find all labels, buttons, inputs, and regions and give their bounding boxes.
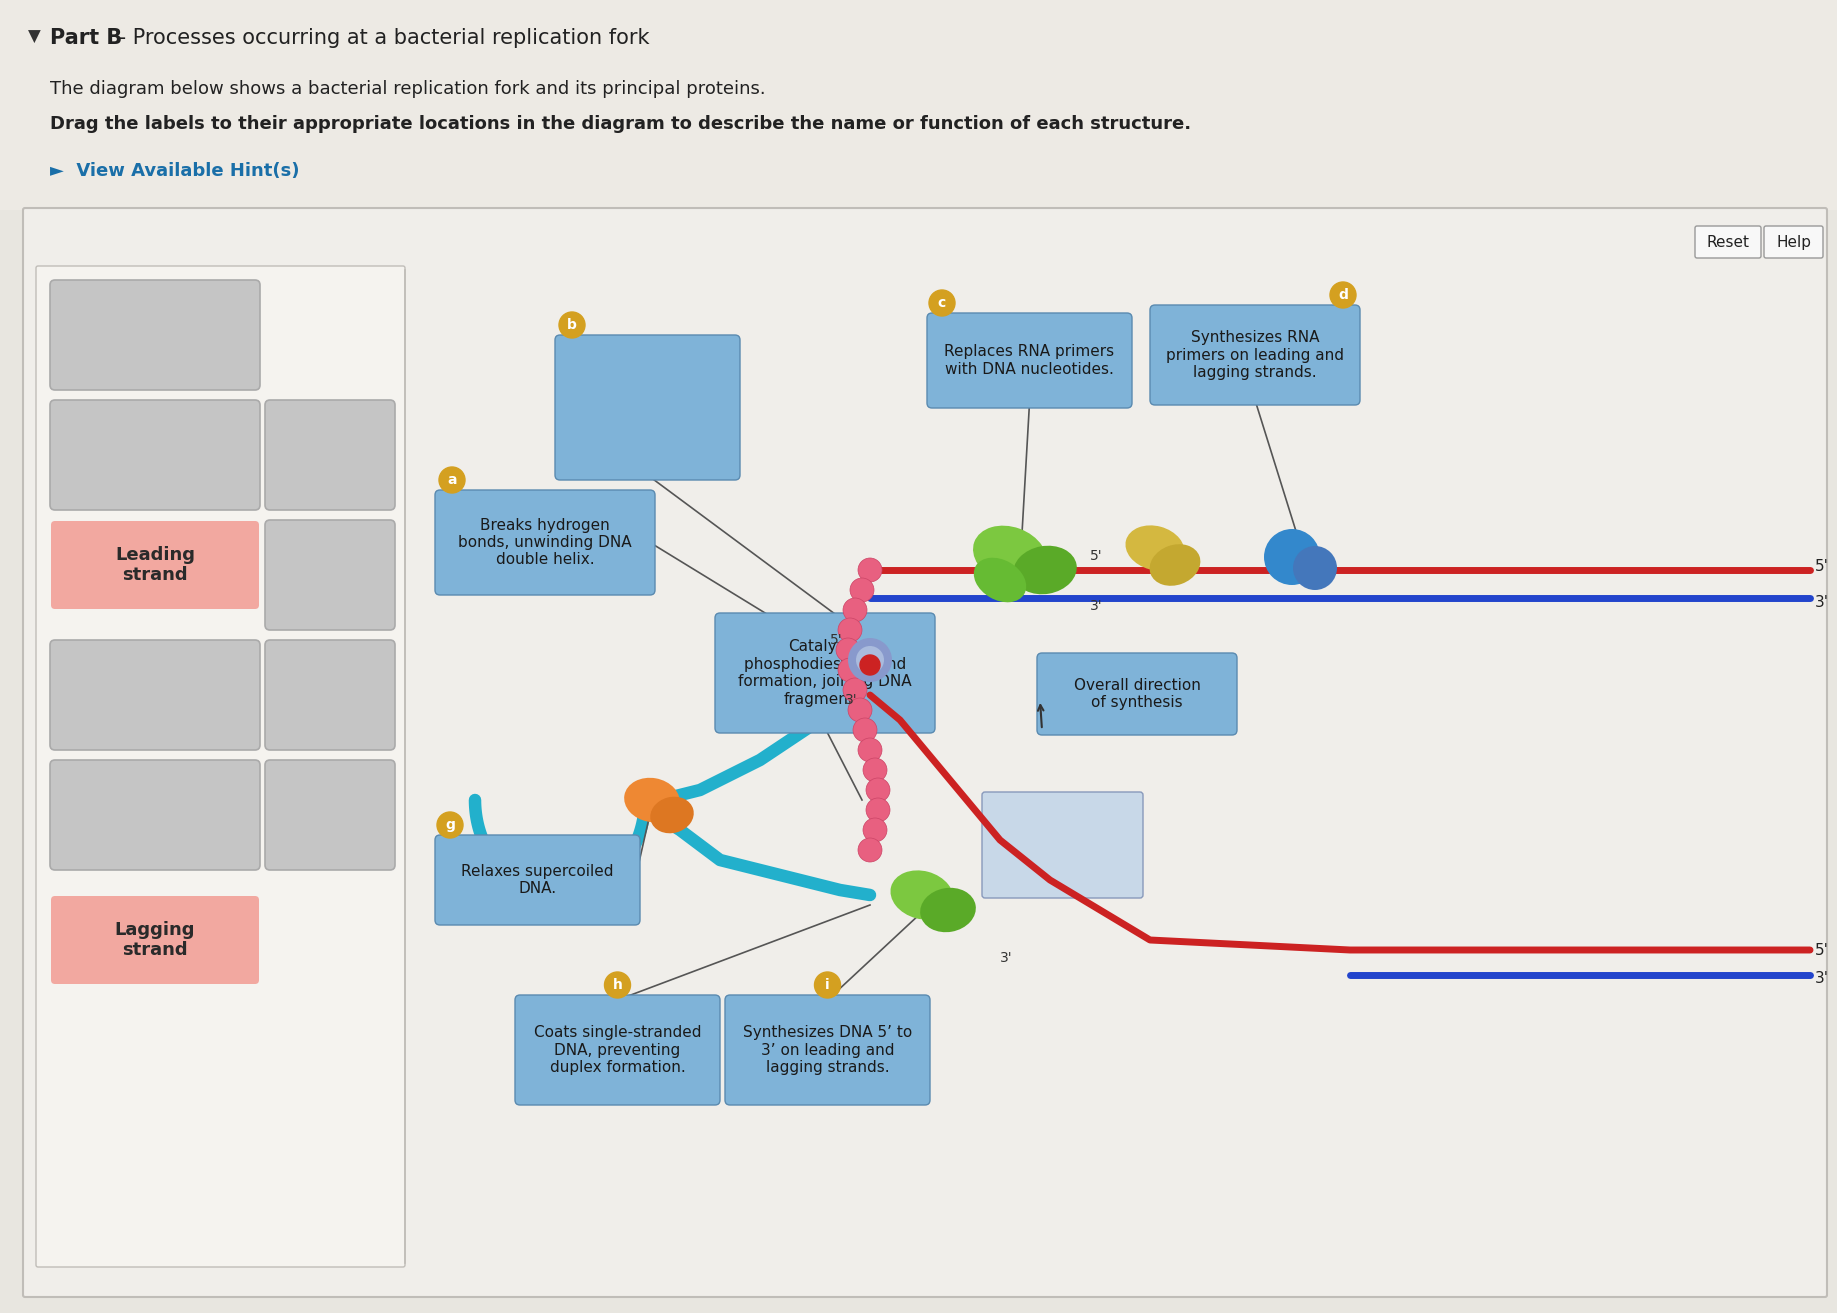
Circle shape <box>1330 282 1356 309</box>
Circle shape <box>852 718 876 742</box>
FancyBboxPatch shape <box>50 639 261 750</box>
Text: The diagram below shows a bacterial replication fork and its principal proteins.: The diagram below shows a bacterial repl… <box>50 80 766 98</box>
Text: Drag the labels to their appropriate locations in the diagram to describe the na: Drag the labels to their appropriate loc… <box>50 116 1190 133</box>
Text: h: h <box>612 978 623 993</box>
Text: 3': 3' <box>845 693 858 706</box>
Ellipse shape <box>856 646 884 674</box>
Text: Synthesizes RNA
primers on leading and
lagging strands.: Synthesizes RNA primers on leading and l… <box>1166 330 1345 379</box>
Ellipse shape <box>1014 546 1076 595</box>
Text: 3': 3' <box>1089 599 1102 613</box>
Text: 3': 3' <box>1815 970 1830 986</box>
FancyBboxPatch shape <box>555 335 740 481</box>
Text: Help: Help <box>1776 235 1811 249</box>
Circle shape <box>838 618 862 642</box>
Text: Leading
strand: Leading strand <box>116 546 195 584</box>
Text: Breaks hydrogen
bonds, unwinding DNA
double helix.: Breaks hydrogen bonds, unwinding DNA dou… <box>457 517 632 567</box>
FancyBboxPatch shape <box>726 995 930 1106</box>
FancyBboxPatch shape <box>983 792 1143 898</box>
Circle shape <box>814 972 841 998</box>
Text: Lagging
strand: Lagging strand <box>114 920 195 960</box>
Circle shape <box>558 312 584 337</box>
Ellipse shape <box>891 871 953 919</box>
Circle shape <box>843 597 867 622</box>
FancyBboxPatch shape <box>928 312 1132 408</box>
Circle shape <box>851 578 874 601</box>
Text: Catalyzes
phosphodiester bond
formation, joining DNA
fragments.: Catalyzes phosphodiester bond formation,… <box>738 639 911 706</box>
FancyBboxPatch shape <box>24 207 1828 1297</box>
Text: 3': 3' <box>999 951 1012 965</box>
FancyBboxPatch shape <box>1038 653 1236 735</box>
Circle shape <box>865 798 889 822</box>
Ellipse shape <box>920 888 975 932</box>
FancyBboxPatch shape <box>265 400 395 509</box>
Text: 5': 5' <box>1815 943 1830 957</box>
Text: - Processes occurring at a bacterial replication fork: - Processes occurring at a bacterial rep… <box>112 28 650 49</box>
Text: Overall direction
of synthesis: Overall direction of synthesis <box>1073 678 1200 710</box>
FancyBboxPatch shape <box>1696 226 1762 257</box>
FancyBboxPatch shape <box>514 995 720 1106</box>
Circle shape <box>439 467 465 492</box>
Text: Reset: Reset <box>1707 235 1749 249</box>
Text: b: b <box>568 318 577 332</box>
FancyBboxPatch shape <box>50 280 261 390</box>
Circle shape <box>863 818 887 842</box>
Text: Synthesizes DNA 5’ to
3’ on leading and
lagging strands.: Synthesizes DNA 5’ to 3’ on leading and … <box>742 1025 913 1075</box>
Ellipse shape <box>1126 525 1185 571</box>
Text: 5': 5' <box>1089 549 1102 563</box>
Circle shape <box>836 638 860 662</box>
Text: g: g <box>445 818 456 832</box>
Circle shape <box>437 811 463 838</box>
Ellipse shape <box>650 797 694 834</box>
Ellipse shape <box>625 777 680 822</box>
Text: 3': 3' <box>1815 595 1830 609</box>
Text: ▼: ▼ <box>28 28 40 46</box>
Text: ►  View Available Hint(s): ► View Available Hint(s) <box>50 161 299 180</box>
Text: Replaces RNA primers
with DNA nucleotides.: Replaces RNA primers with DNA nucleotide… <box>944 344 1115 377</box>
FancyBboxPatch shape <box>435 490 656 595</box>
FancyBboxPatch shape <box>435 835 639 924</box>
Circle shape <box>604 972 630 998</box>
FancyBboxPatch shape <box>265 639 395 750</box>
FancyBboxPatch shape <box>1764 226 1822 257</box>
Circle shape <box>858 558 882 582</box>
FancyBboxPatch shape <box>51 895 259 983</box>
Circle shape <box>865 779 889 802</box>
Ellipse shape <box>849 638 893 681</box>
FancyBboxPatch shape <box>265 520 395 630</box>
FancyBboxPatch shape <box>265 760 395 871</box>
Circle shape <box>863 758 887 783</box>
FancyBboxPatch shape <box>37 267 404 1267</box>
Text: Part B: Part B <box>50 28 123 49</box>
Circle shape <box>858 738 882 762</box>
Text: d: d <box>1337 288 1348 302</box>
FancyBboxPatch shape <box>0 0 1837 210</box>
Ellipse shape <box>1264 529 1321 586</box>
Ellipse shape <box>1293 546 1337 590</box>
Circle shape <box>849 699 873 722</box>
Text: Coats single-stranded
DNA, preventing
duplex formation.: Coats single-stranded DNA, preventing du… <box>535 1025 702 1075</box>
Text: Relaxes supercoiled
DNA.: Relaxes supercoiled DNA. <box>461 864 614 897</box>
FancyBboxPatch shape <box>715 613 935 733</box>
Circle shape <box>858 838 882 863</box>
Circle shape <box>843 678 867 702</box>
Circle shape <box>838 658 862 681</box>
FancyBboxPatch shape <box>50 400 261 509</box>
Circle shape <box>860 655 880 675</box>
Text: 5': 5' <box>830 633 843 647</box>
Ellipse shape <box>974 525 1047 584</box>
Ellipse shape <box>1150 544 1200 586</box>
Text: i: i <box>825 978 830 993</box>
Text: c: c <box>939 295 946 310</box>
Circle shape <box>930 290 955 316</box>
FancyBboxPatch shape <box>51 521 259 609</box>
Text: 5': 5' <box>1815 558 1830 574</box>
FancyBboxPatch shape <box>50 760 261 871</box>
Ellipse shape <box>974 558 1027 603</box>
Text: a: a <box>446 473 457 487</box>
FancyBboxPatch shape <box>1150 305 1359 404</box>
